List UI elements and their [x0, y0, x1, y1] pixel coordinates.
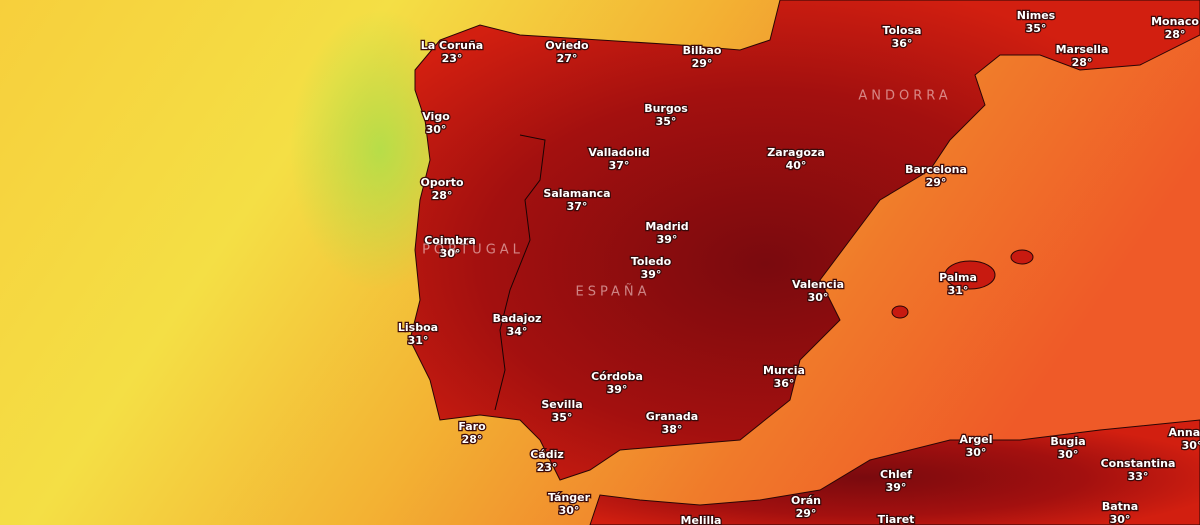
city-name: Burgos [644, 102, 688, 115]
city-name: Salamanca [543, 187, 610, 200]
city-temp: 28° [462, 433, 483, 446]
island [944, 260, 996, 290]
city-temp: 29° [796, 507, 817, 520]
island [891, 305, 909, 319]
city-name: Constantina [1101, 457, 1176, 470]
city-name: Oporto [420, 176, 463, 189]
border [494, 134, 546, 411]
city-name: Murcia [763, 364, 805, 377]
city-temp: 39° [607, 383, 628, 396]
city-name: Annaba [1169, 426, 1200, 439]
city-temp: 30° [440, 247, 461, 260]
country-label: ESPAÑA [576, 284, 651, 300]
city-name: Orán [791, 494, 821, 507]
city-name: Madrid [645, 220, 688, 233]
city-temp: 35° [656, 115, 677, 128]
city-name: Batna [1102, 500, 1138, 513]
city-temp: 28° [1165, 28, 1186, 41]
land-africa [589, 419, 1200, 525]
land-europe [409, 0, 1200, 481]
island [1010, 249, 1034, 265]
city-temp: 23° [537, 461, 558, 474]
city-temp: 37° [567, 200, 588, 213]
city-temp: 31° [948, 284, 969, 297]
city-temp: 28° [432, 189, 453, 202]
city-temp: 39° [657, 233, 678, 246]
city-name: La Coruña [421, 39, 483, 52]
city-name: Barcelona [905, 163, 967, 176]
city-temp: 34° [507, 325, 528, 338]
city-name: Badajoz [493, 312, 542, 325]
city-name: Vigo [422, 110, 450, 123]
city-name: Bugia [1050, 435, 1085, 448]
city-temp: 30° [559, 504, 580, 517]
city-name: Valencia [792, 278, 844, 291]
city-name: Marsella [1056, 43, 1109, 56]
city-name: Monaco [1151, 15, 1199, 28]
city-temp: 23° [442, 52, 463, 65]
city-name: Lisboa [398, 321, 438, 334]
city-temp: 30° [966, 446, 987, 459]
city-name: Granada [646, 410, 698, 423]
city-temp: 40° [786, 159, 807, 172]
city-temp: 30° [1110, 513, 1131, 525]
city-name: Oviedo [545, 39, 589, 52]
city-temp: 39° [886, 481, 907, 494]
city-temp: 28° [1072, 56, 1093, 69]
city-name: Nimes [1017, 9, 1056, 22]
city-name: Valladolid [588, 146, 649, 159]
city-temp: 38° [662, 423, 683, 436]
city-name: Melilla [681, 514, 722, 525]
city-temp: 33° [1128, 470, 1149, 483]
country-label: ANDORRA [858, 89, 951, 104]
city-temp: 30° [1058, 448, 1079, 461]
city-name: Tiaret [878, 513, 915, 525]
city-name: Chlef [880, 468, 912, 481]
city-temp: 29° [692, 57, 713, 70]
city-name: Faro [458, 420, 486, 433]
city-name: Córdoba [591, 370, 643, 383]
country-label: PORTUGAL [422, 243, 524, 258]
city-temp: 36° [892, 37, 913, 50]
city-name: Argel [959, 433, 992, 446]
city-temp: 30° [808, 291, 829, 304]
city-temp: 35° [1026, 22, 1047, 35]
city-temp: 31° [408, 334, 429, 347]
city-name: Palma [939, 271, 977, 284]
city-temp: 30° [1182, 439, 1200, 452]
city-name: Bilbao [683, 44, 722, 57]
city-temp: 35° [552, 411, 573, 424]
city-name: Sevilla [541, 398, 582, 411]
city-name: Tánger [548, 491, 591, 504]
city-name: Cádiz [530, 448, 564, 461]
city-temp: 29° [926, 176, 947, 189]
city-temp: 27° [557, 52, 578, 65]
city-name: Toledo [631, 255, 672, 268]
city-temp: 36° [774, 377, 795, 390]
city-temp: 37° [609, 159, 630, 172]
city-name: Tolosa [883, 24, 922, 37]
city-name: Zaragoza [767, 146, 825, 159]
city-temp: 30° [426, 123, 447, 136]
city-name: Coimbra [424, 234, 476, 247]
city-temp: 39° [641, 268, 662, 281]
